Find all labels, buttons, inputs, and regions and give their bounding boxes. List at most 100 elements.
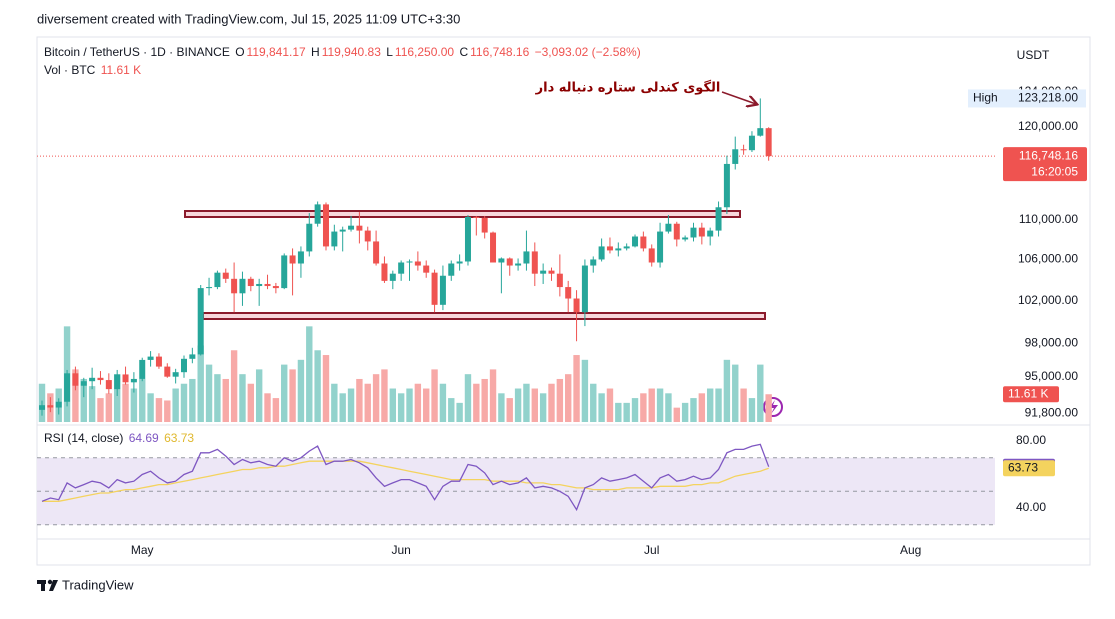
candle-body <box>473 216 480 218</box>
volume-bar <box>239 374 246 422</box>
candle-body <box>331 231 338 247</box>
volume-bar <box>606 388 614 422</box>
candle-body <box>147 356 154 360</box>
volume-bar <box>189 378 196 422</box>
candle-body <box>80 381 87 386</box>
volume-bar <box>631 398 639 422</box>
volume-bar <box>531 388 538 422</box>
volume-bar <box>431 369 438 422</box>
y-tick-label: 102,000.00 <box>1018 293 1078 307</box>
candle-body <box>657 231 664 263</box>
volume-bar <box>297 359 305 422</box>
candle-body <box>222 272 229 279</box>
volume-bar <box>306 326 313 422</box>
high-label: High <box>973 91 998 105</box>
currency-label: USDT <box>1017 48 1050 62</box>
candle-body <box>665 223 672 232</box>
candle-body <box>740 149 747 151</box>
volume-label-box <box>1003 386 1059 403</box>
x-tick-label: May <box>131 543 154 557</box>
volume-bar <box>289 369 296 422</box>
volume-bar <box>615 402 622 422</box>
candle-body <box>556 273 563 288</box>
volume-bar <box>230 350 238 422</box>
candle-body <box>281 255 288 289</box>
price-legend: Bitcoin / TetherUS · 1D · BINANCE O 119,8… <box>44 45 643 59</box>
candle-body <box>464 216 471 262</box>
volume-bar <box>448 398 455 422</box>
volume-bar <box>506 398 513 422</box>
volume-bar <box>523 383 530 422</box>
volume-bar <box>397 393 405 422</box>
countdown-label: 16:20:05 <box>1031 164 1078 178</box>
candle-body <box>64 373 71 402</box>
candle-body <box>573 298 580 313</box>
candle-body <box>172 372 179 377</box>
candle-body <box>481 217 488 233</box>
candle-body <box>640 236 647 249</box>
volume-bar <box>172 388 179 422</box>
volume-bar <box>423 388 430 422</box>
candle-body <box>673 223 680 240</box>
candle-body <box>155 356 162 367</box>
volume-bar <box>247 383 255 422</box>
volume-bar <box>105 393 113 422</box>
logo-part <box>41 580 45 591</box>
volume-bar <box>514 388 522 422</box>
candle-body <box>531 251 538 274</box>
volume-bar <box>331 383 338 422</box>
rsi-line <box>41 443 770 512</box>
volume-bar <box>640 393 647 422</box>
candle-body <box>114 374 121 390</box>
volume-bar <box>473 383 480 422</box>
volume-bar <box>648 388 655 422</box>
candle-body <box>757 128 764 136</box>
volume-bar <box>180 383 188 422</box>
volume-bar <box>389 388 397 422</box>
rsi-ma-value: 63.73 <box>164 431 195 445</box>
volume-bar <box>706 388 714 422</box>
candle-body <box>398 262 405 274</box>
candle-body <box>548 270 555 274</box>
volume-bar <box>255 369 263 422</box>
annotation: الگوی کندلی ستاره دنباله دار <box>535 80 721 96</box>
y-tick-label: 91,800.00 <box>1025 406 1079 420</box>
candle-body <box>214 272 221 288</box>
volume-bar <box>322 355 330 422</box>
volume-bar <box>698 393 706 422</box>
y-tick-label: 120,000.00 <box>1018 119 1078 133</box>
candle-body <box>55 401 62 408</box>
candle-body <box>89 377 96 382</box>
rsi-band <box>37 457 995 525</box>
watermark: diversement created with TradingView.com… <box>37 11 460 26</box>
volume-bar <box>272 398 280 422</box>
volume-bar <box>155 398 163 422</box>
candle-body <box>623 246 630 249</box>
volume-bar <box>740 388 747 422</box>
candle-body <box>130 378 137 383</box>
volume-bar <box>97 398 104 422</box>
y-tick-label: 106,000.00 <box>1018 252 1078 266</box>
volume-bar <box>598 393 605 422</box>
candle-body <box>314 204 321 224</box>
symbol: Bitcoin / TetherUS · 1D · BINANCE <box>44 45 230 59</box>
rsi-tick-label: 40.00 <box>1016 500 1046 514</box>
candle-body <box>723 163 730 208</box>
candle-body <box>289 255 296 264</box>
candle-body <box>523 251 530 264</box>
volume-bar <box>765 394 772 422</box>
volume-bar <box>222 378 229 422</box>
volume-bar <box>147 393 154 422</box>
volume-bar <box>456 402 463 422</box>
candle-body <box>348 225 355 230</box>
candle-body <box>231 278 238 294</box>
volume-bar <box>197 345 204 422</box>
candle-body <box>698 227 705 237</box>
volume-bar <box>281 364 288 422</box>
volume-bar <box>372 374 380 422</box>
volume-bar <box>339 393 346 422</box>
brand-logo <box>37 579 58 591</box>
volume-bar <box>673 407 680 422</box>
ohlc-key: H <box>311 45 320 59</box>
